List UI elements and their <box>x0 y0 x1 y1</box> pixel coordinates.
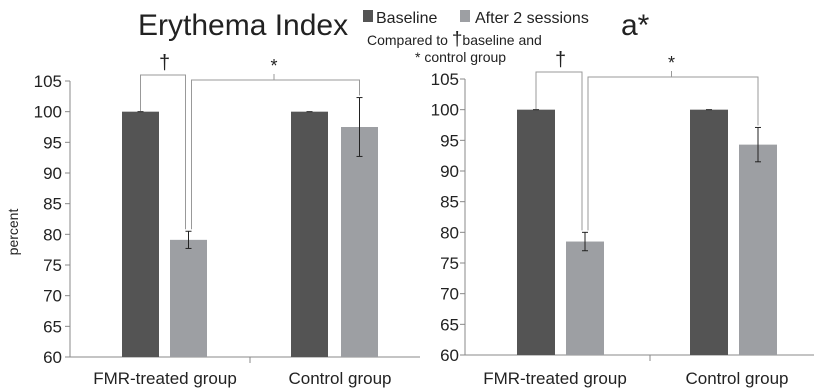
y-tick-label: 65 <box>43 317 62 336</box>
note-suffix: baseline and <box>462 32 541 48</box>
significance-star: * <box>270 56 277 76</box>
y-tick-label: 90 <box>43 164 62 183</box>
y-tick-label: 70 <box>440 285 459 304</box>
y-tick-label: 75 <box>43 256 62 275</box>
bar-after-fmr <box>170 239 207 357</box>
y-tick-label: 75 <box>440 254 459 273</box>
y-tick-label: 70 <box>43 287 62 306</box>
y-tick-label: 90 <box>440 162 459 181</box>
significance-bracket-dagger <box>140 74 186 230</box>
y-tick-label: 60 <box>440 346 459 365</box>
y-tick-label: 95 <box>43 133 62 152</box>
y-tick-label: 80 <box>43 225 62 244</box>
x-category-label: Control group <box>685 369 788 388</box>
bar-baseline-fmr <box>122 111 159 358</box>
y-tick-label: 105 <box>34 72 62 91</box>
bar-baseline-fmr <box>517 109 555 356</box>
note-dagger: † <box>452 29 463 50</box>
x-category-label: Control group <box>288 369 391 388</box>
significance-note: Compared to †baseline and * control grou… <box>367 29 542 65</box>
legend-swatch-after <box>460 10 470 22</box>
y-tick-label: 65 <box>440 315 459 334</box>
chart-title-erythema-index: Erythema Index <box>138 9 348 42</box>
y-tick-label: 85 <box>43 195 62 214</box>
panel-erythema-index: 60 65 70 75 80 85 90 95 100 105 FMR-treated group C… <box>34 52 420 388</box>
y-tick-label: 80 <box>440 223 459 242</box>
y-tick-label: 95 <box>440 131 459 150</box>
significance-bracket-star <box>587 76 759 231</box>
legend-label-baseline: Baseline <box>376 10 437 27</box>
significance-star: * <box>668 53 675 73</box>
y-axis-label: percent <box>5 209 21 256</box>
y-tick-label: 100 <box>34 103 62 122</box>
x-category-label: FMR-treated group <box>93 369 237 388</box>
y-tick-label: 85 <box>440 193 459 212</box>
note-line2: * control group <box>415 49 506 65</box>
bar-baseline-control <box>690 109 728 356</box>
y-tick-label: 105 <box>431 70 459 89</box>
significance-bracket-star <box>191 79 360 230</box>
note-prefix: Compared to <box>367 32 452 48</box>
legend-label-after: After 2 sessions <box>475 10 589 27</box>
panel-a-star: 60 65 70 75 80 85 90 95 100 105 FMR-treated group C… <box>431 49 814 388</box>
bar-after-control <box>341 127 378 357</box>
bar-baseline-control <box>291 111 328 358</box>
significance-bracket-dagger <box>535 71 583 231</box>
y-tick-label: 100 <box>431 101 459 120</box>
svg-text:Compared to †baseline and: Compared to †baseline and <box>367 29 542 50</box>
y-tick-label: 60 <box>43 348 62 367</box>
legend-swatch-baseline <box>363 10 373 22</box>
significance-dagger: † <box>555 49 566 71</box>
bar-after-control <box>739 144 777 355</box>
bar-after-fmr <box>566 241 604 355</box>
significance-dagger: † <box>159 52 170 74</box>
x-category-label: FMR-treated group <box>483 369 627 388</box>
legend: Baseline After 2 sessions <box>363 10 589 27</box>
chart-title-a-star: a* <box>621 9 650 42</box>
